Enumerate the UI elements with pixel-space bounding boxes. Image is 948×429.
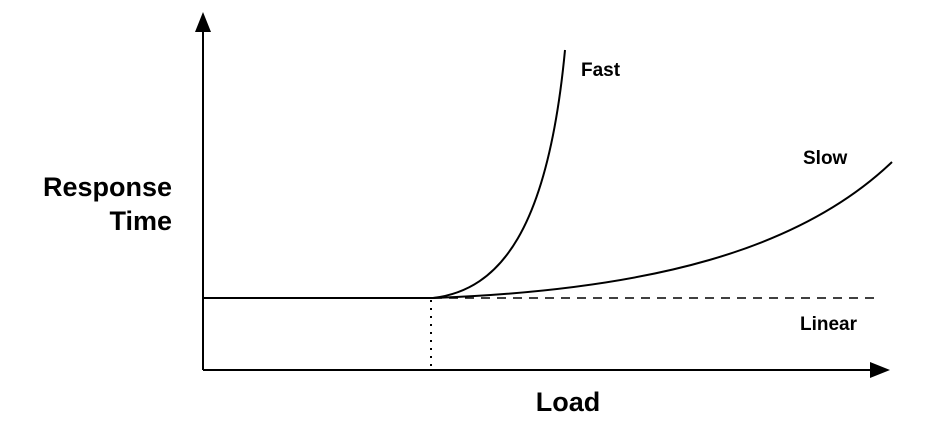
fast-curve	[432, 49, 566, 299]
linear-curve-label: Linear	[800, 314, 858, 335]
y-axis-label-line1: Response	[43, 172, 172, 202]
slow-curve	[432, 161, 893, 299]
x-axis-label: Load	[536, 387, 601, 417]
y-axis-arrowhead	[195, 12, 211, 32]
x-axis-arrowhead	[870, 362, 890, 378]
fast-curve-label: Fast	[581, 60, 621, 81]
slow-curve-label: Slow	[803, 148, 848, 169]
y-axis-label-line2: Time	[109, 206, 172, 236]
